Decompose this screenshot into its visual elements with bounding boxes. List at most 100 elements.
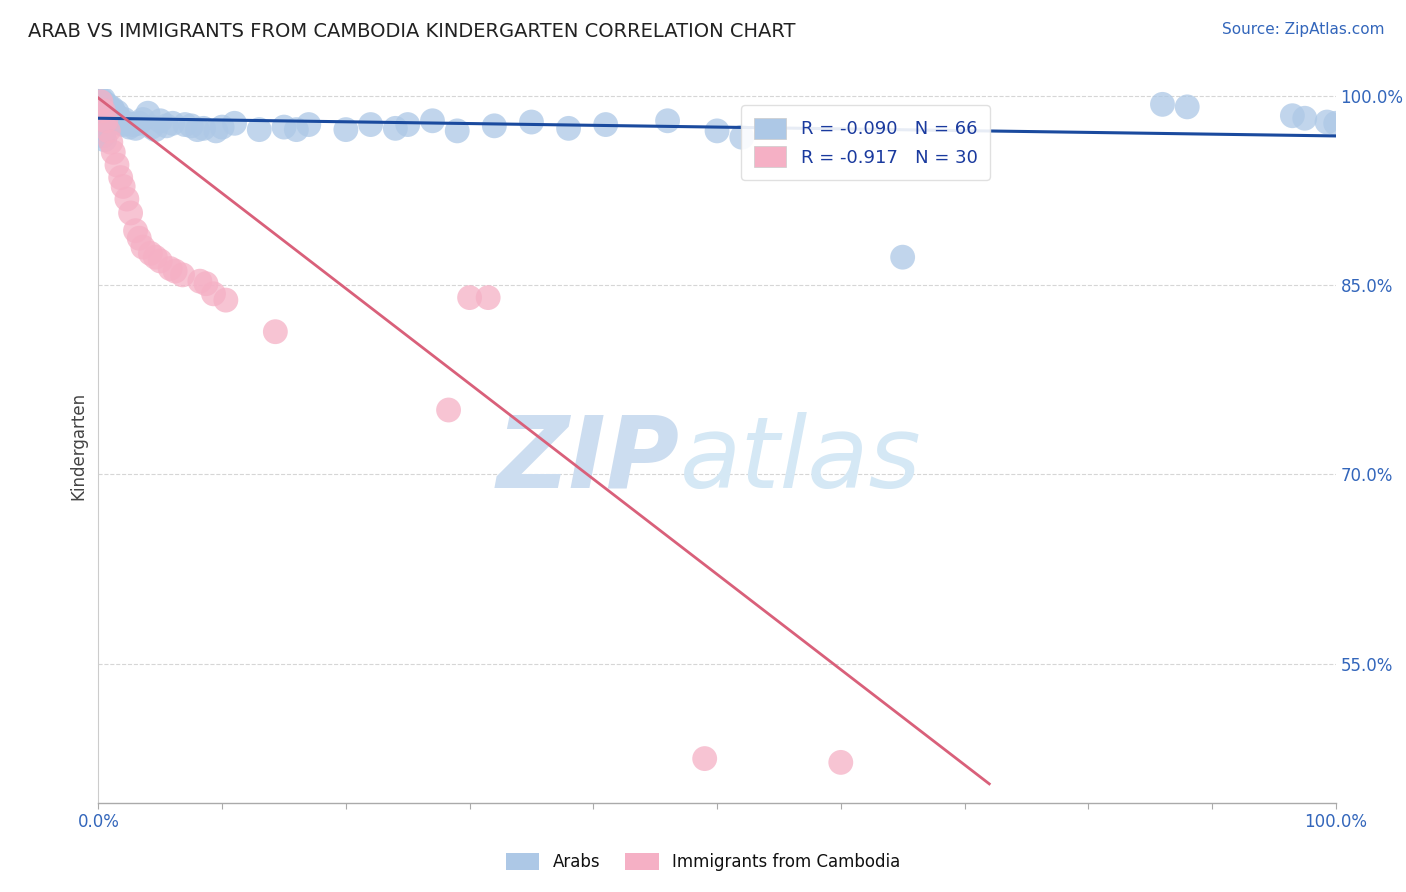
Point <box>90 92 112 106</box>
Legend: Arabs, Immigrants from Cambodia: Arabs, Immigrants from Cambodia <box>498 845 908 880</box>
Point <box>112 179 135 194</box>
Point <box>1316 115 1339 129</box>
Point <box>100 106 122 120</box>
Point <box>115 192 138 206</box>
Point <box>437 403 460 417</box>
Point <box>172 268 194 282</box>
Point <box>446 124 468 138</box>
Point <box>115 116 138 130</box>
Point <box>165 264 187 278</box>
Point <box>112 118 135 132</box>
Point <box>273 120 295 134</box>
Point <box>422 113 444 128</box>
Point <box>162 116 184 130</box>
Point <box>93 103 115 118</box>
Point <box>111 116 134 130</box>
Text: Source: ZipAtlas.com: Source: ZipAtlas.com <box>1222 22 1385 37</box>
Text: atlas: atlas <box>681 412 921 508</box>
Point <box>110 113 132 128</box>
Point <box>174 118 197 132</box>
Point <box>94 98 117 112</box>
Point <box>149 254 172 268</box>
Point <box>105 104 128 119</box>
Point <box>122 118 145 132</box>
Point <box>141 120 163 134</box>
Point <box>211 120 233 134</box>
Point <box>595 118 617 132</box>
Point <box>224 116 246 130</box>
Point <box>128 231 150 245</box>
Point <box>477 291 499 305</box>
Point <box>90 95 112 109</box>
Point <box>93 128 115 143</box>
Point <box>100 135 122 149</box>
Point <box>112 112 135 127</box>
Point <box>1324 116 1347 130</box>
Point <box>693 751 716 765</box>
Point <box>132 240 155 254</box>
Point <box>384 121 406 136</box>
Point <box>188 274 211 288</box>
Point <box>193 121 215 136</box>
Point <box>202 286 225 301</box>
Point <box>118 120 141 134</box>
Point <box>1175 100 1198 114</box>
Point <box>96 101 118 115</box>
Point <box>186 122 208 136</box>
Point <box>91 124 114 138</box>
Point <box>93 133 115 147</box>
Legend: R = -0.090   N = 66, R = -0.917   N = 30: R = -0.090 N = 66, R = -0.917 N = 30 <box>741 105 990 179</box>
Point <box>136 106 159 120</box>
Point <box>103 107 125 121</box>
Point <box>107 110 129 124</box>
Point <box>103 145 125 160</box>
Point <box>264 325 287 339</box>
Point <box>128 116 150 130</box>
Point <box>124 224 146 238</box>
Point <box>1294 112 1316 126</box>
Point <box>396 118 419 132</box>
Point <box>557 121 579 136</box>
Point <box>458 291 481 305</box>
Point <box>143 250 166 264</box>
Point <box>247 122 270 136</box>
Point <box>298 118 321 132</box>
Point <box>520 115 543 129</box>
Point <box>195 277 218 291</box>
Point <box>335 122 357 136</box>
Point <box>93 96 115 111</box>
Point <box>360 118 382 132</box>
Point <box>657 113 679 128</box>
Point <box>205 124 228 138</box>
Point <box>891 250 914 264</box>
Point <box>155 119 177 133</box>
Text: ZIP: ZIP <box>496 412 681 508</box>
Point <box>731 130 754 145</box>
Point <box>180 119 202 133</box>
Point <box>91 96 114 111</box>
Point <box>484 119 506 133</box>
Point <box>90 116 112 130</box>
Point <box>706 124 728 138</box>
Point <box>97 124 120 138</box>
Y-axis label: Kindergarten: Kindergarten <box>69 392 87 500</box>
Point <box>120 206 142 220</box>
Point <box>98 103 121 118</box>
Point <box>149 113 172 128</box>
Text: ARAB VS IMMIGRANTS FROM CAMBODIA KINDERGARTEN CORRELATION CHART: ARAB VS IMMIGRANTS FROM CAMBODIA KINDERG… <box>28 22 796 41</box>
Point <box>830 756 852 770</box>
Point <box>143 122 166 136</box>
Point <box>108 112 131 127</box>
Point <box>1281 109 1303 123</box>
Point <box>1152 97 1174 112</box>
Point <box>101 101 124 115</box>
Point <box>215 293 238 307</box>
Point <box>103 103 125 118</box>
Point <box>132 112 155 127</box>
Point <box>94 113 117 128</box>
Point <box>110 170 132 185</box>
Point <box>124 121 146 136</box>
Point <box>285 122 308 136</box>
Point <box>139 246 162 260</box>
Point <box>159 261 181 276</box>
